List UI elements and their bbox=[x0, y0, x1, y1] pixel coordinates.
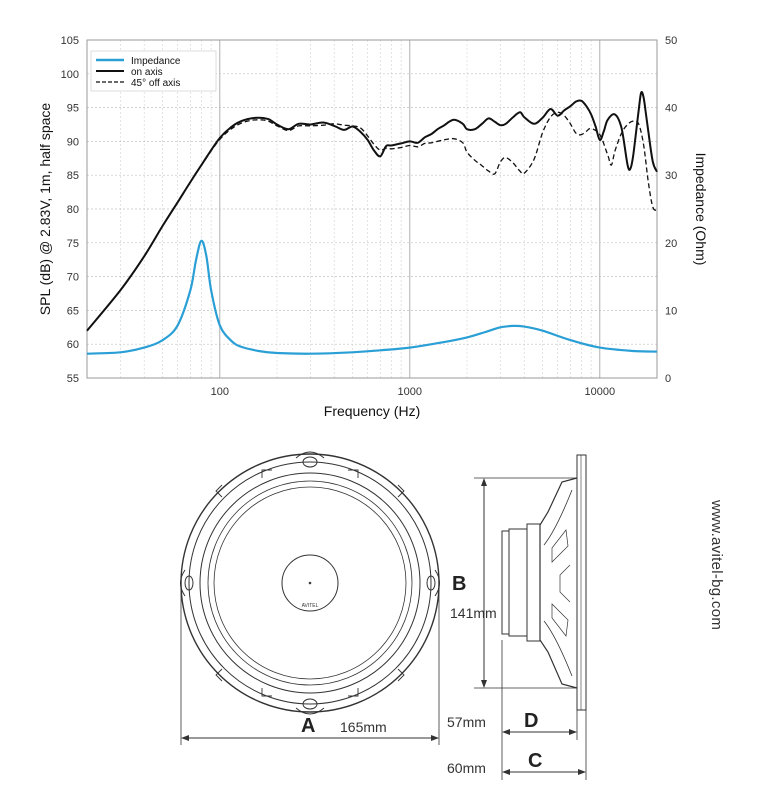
frame-notch-4 bbox=[397, 668, 405, 682]
dimension-d bbox=[501, 640, 578, 780]
dim-c-value: 60mm bbox=[447, 760, 486, 776]
frame-notch-2 bbox=[397, 484, 405, 498]
basket-window-3 bbox=[559, 564, 571, 603]
y-tick-label: 60 bbox=[67, 339, 79, 351]
y-tick-label: 85 bbox=[67, 170, 79, 182]
frame-notch-8 bbox=[348, 688, 359, 697]
chart-legend: Impedance on axis 45° off axis bbox=[90, 50, 217, 92]
frame-notch-1 bbox=[215, 484, 223, 498]
dust-cap-center bbox=[308, 581, 312, 585]
legend-label-on-axis: on axis bbox=[131, 67, 163, 78]
series-line-off-axis bbox=[86, 111, 658, 332]
magnet-plate-back bbox=[501, 530, 510, 635]
dim-d-value: 57mm bbox=[447, 714, 486, 730]
brand-label: AVITEL bbox=[302, 603, 319, 609]
speaker-side-view bbox=[501, 454, 587, 711]
frame-inner-ring bbox=[188, 461, 432, 705]
frame-outer-ring bbox=[180, 453, 440, 713]
frame-notch-7 bbox=[261, 688, 272, 697]
y-tick-label: 100 bbox=[61, 69, 79, 81]
mounting-tab-left bbox=[180, 569, 194, 597]
chart-series bbox=[86, 91, 658, 355]
mounting-tab-top bbox=[295, 451, 325, 468]
y-tick-label: 65 bbox=[67, 305, 79, 317]
y2-tick-label: 0 bbox=[665, 373, 671, 385]
y-axis-title: SPL (dB) @ 2.83V, 1m, half space bbox=[37, 103, 53, 316]
plot-frame bbox=[86, 39, 658, 379]
basket-strut-2 bbox=[543, 620, 573, 677]
y-tick-label: 90 bbox=[67, 136, 79, 148]
y-tick-label: 55 bbox=[67, 373, 79, 385]
y2-tick-label: 30 bbox=[665, 170, 677, 182]
speaker-front-view bbox=[180, 451, 440, 715]
chart-grid bbox=[87, 40, 657, 378]
y-tick-label: 75 bbox=[67, 238, 79, 250]
mounting-tab-right bbox=[426, 569, 440, 597]
x-tick-label: 100 bbox=[211, 386, 229, 398]
series-line-impedance bbox=[86, 239, 658, 355]
y-tick-label: 80 bbox=[67, 204, 79, 216]
dim-b-value: 141mm bbox=[450, 605, 497, 621]
dimension-c bbox=[502, 710, 587, 780]
mounting-tab-bottom bbox=[295, 698, 325, 715]
cone-edge bbox=[213, 486, 407, 680]
y2-tick-label: 50 bbox=[665, 35, 677, 47]
y-tick-label: 95 bbox=[67, 103, 79, 115]
dim-d-letter: D bbox=[524, 710, 538, 732]
legend-label-impedance: Impedance bbox=[131, 56, 181, 67]
x-tick-label: 10000 bbox=[585, 386, 616, 398]
basket-window-1 bbox=[551, 529, 569, 563]
y2-tick-label: 20 bbox=[665, 238, 677, 250]
side-flange bbox=[576, 454, 587, 711]
basket-strut-1 bbox=[543, 489, 573, 546]
y-tick-label: 70 bbox=[67, 272, 79, 284]
dimension-a bbox=[180, 590, 440, 745]
magnet bbox=[508, 528, 528, 637]
y2-tick-label: 10 bbox=[665, 305, 677, 317]
y2-tick-label: 40 bbox=[665, 103, 677, 115]
surround-outer bbox=[199, 472, 421, 694]
dust-cap bbox=[281, 554, 339, 612]
y-tick-label: 105 bbox=[61, 35, 79, 47]
series-line-on-axis bbox=[86, 91, 658, 332]
website-label: www.avitel-bg.com bbox=[708, 500, 725, 631]
x-axis-title: Frequency (Hz) bbox=[324, 403, 420, 419]
frame-notch-6 bbox=[348, 469, 359, 478]
magnet-plate-front bbox=[526, 523, 541, 642]
frame-notch-5 bbox=[261, 469, 272, 478]
basket-window-2 bbox=[551, 603, 569, 637]
surround-inner bbox=[207, 480, 413, 686]
dim-c-letter: C bbox=[528, 750, 542, 772]
basket-outline bbox=[539, 477, 578, 689]
x-tick-label: 1000 bbox=[398, 386, 422, 398]
legend-label-off-axis: 45° off axis bbox=[131, 78, 180, 89]
dim-a-letter: A bbox=[301, 715, 315, 737]
y2-axis-title: Impedance (Ohm) bbox=[693, 153, 709, 266]
frame-notch-3 bbox=[215, 668, 223, 682]
dim-a-value: 165mm bbox=[340, 719, 387, 735]
dimension-b bbox=[474, 477, 577, 689]
dim-b-letter: B bbox=[452, 573, 466, 595]
